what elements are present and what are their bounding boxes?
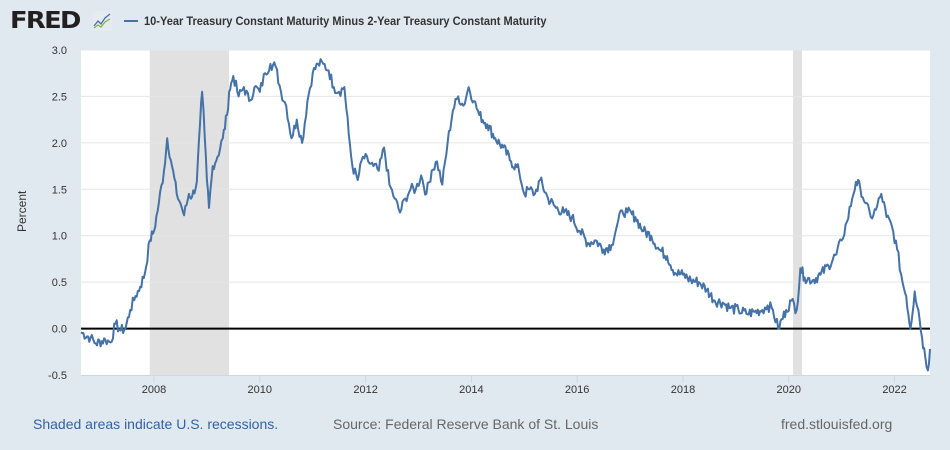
- recession-bands: [149, 50, 802, 375]
- fred-logo[interactable]: FRED: [10, 8, 81, 34]
- line-chart-icon: [92, 11, 112, 31]
- x-axis-ticks: 2008 2010 2012 2014 2016 2018 2020 2022: [142, 375, 907, 396]
- y-tick-label: 1.5: [52, 184, 67, 196]
- series-line: [80, 58, 931, 372]
- x-tick-label: 2016: [565, 384, 589, 396]
- recession-band: [792, 50, 802, 375]
- y-tick-label: 2.5: [52, 91, 67, 103]
- recession-band: [149, 50, 230, 375]
- source-text: Source: Federal Reserve Bank of St. Loui…: [333, 416, 599, 432]
- x-tick-label: 2010: [248, 384, 272, 396]
- x-tick-label: 2012: [353, 384, 377, 396]
- y-tick-label: 0.0: [52, 324, 67, 336]
- x-tick-label: 2008: [142, 384, 166, 396]
- x-tick-label: 2022: [882, 384, 906, 396]
- y-tick-label: 1.0: [52, 231, 67, 243]
- line-chart: -0.50.00.51.01.52.02.53.0 2008 2010 2012 20…: [48, 45, 931, 396]
- site-link[interactable]: fred.stlouisfed.org: [781, 416, 893, 432]
- y-axis-label: Percent: [15, 190, 29, 232]
- x-tick-label: 2018: [671, 384, 695, 396]
- y-tick-label: 0.5: [52, 277, 67, 289]
- series-title[interactable]: 10-Year Treasury Constant Maturity Minus…: [144, 14, 547, 28]
- legend-swatch: [124, 20, 138, 22]
- chart-header: FRED 10-Year Treasury Constant Maturity …: [10, 6, 581, 36]
- x-tick-label: 2014: [459, 384, 483, 396]
- y-tick-label: 3.0: [52, 45, 67, 57]
- y-axis-ticks: -0.5 0.0 0.5 1.0 1.5 2.0 2.5 3.0: [48, 45, 67, 382]
- y-tick-label: -0.5: [48, 370, 67, 382]
- recession-note: Shaded areas indicate U.S. recessions.: [33, 416, 279, 432]
- y-tick-label: 2.0: [52, 138, 67, 150]
- x-tick-label: 2020: [777, 384, 801, 396]
- legend: 10-Year Treasury Constant Maturity Minus…: [124, 14, 581, 28]
